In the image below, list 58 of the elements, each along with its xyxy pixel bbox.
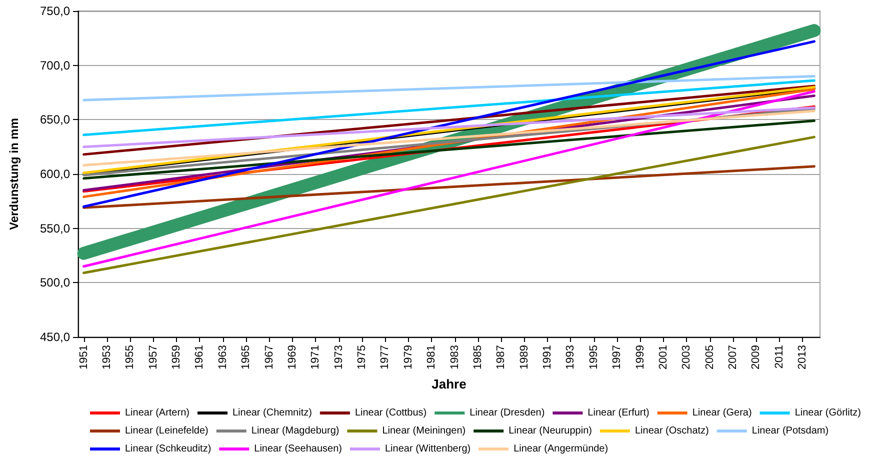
y-tick-label: 600,0	[40, 167, 70, 181]
x-tick-label: 1981	[426, 345, 438, 370]
x-tick-label: 1951	[78, 345, 90, 370]
legend-label: Linear (Neuruppin)	[508, 426, 592, 436]
x-tick-label: 2009	[750, 345, 762, 370]
y-tick-label: 500,0	[40, 276, 70, 290]
x-tick-label: 1959	[170, 345, 183, 370]
x-tick-label: 2011	[773, 345, 786, 369]
legend-label: Linear (Wittenberg)	[384, 444, 471, 454]
legend-label: Linear (Artern)	[125, 408, 190, 418]
x-tick-label: 2005	[704, 345, 716, 370]
x-tick-label: 1961	[194, 345, 206, 370]
x-tick-label: 2001	[657, 345, 670, 370]
x-tick-label: 2007	[727, 345, 740, 370]
x-tick-label: 1989	[518, 345, 530, 370]
x-tick-label: 1965	[240, 345, 252, 370]
x-tick-label: 2003	[680, 345, 693, 370]
x-tick-label: 1955	[124, 345, 136, 370]
x-tick-label: 1953	[100, 345, 113, 370]
legend-label: Linear (Leinefelde)	[125, 426, 208, 436]
x-tick-label: 2013	[796, 345, 809, 370]
y-tick-label: 700,0	[40, 58, 70, 72]
legend-label: Linear (Meiningen)	[382, 426, 466, 436]
x-tick-label: 1977	[379, 345, 392, 370]
x-axis-title: Jahre	[432, 376, 466, 392]
legend-label: Linear (Potsdam)	[752, 426, 829, 436]
x-tick-label: 1975	[356, 345, 368, 370]
x-tick-label: 1967	[263, 345, 276, 370]
y-tick-label: 650,0	[40, 112, 70, 127]
legend-label: Linear (Görlitz)	[794, 408, 861, 418]
legend-label: Linear (Gera)	[692, 408, 752, 418]
legend-label: Linear (Oschatz)	[634, 426, 709, 436]
y-tick-label: 450,0	[40, 330, 70, 344]
legend-label: Linear (Schkeuditz)	[125, 444, 212, 454]
x-tick-label: 1983	[448, 345, 461, 370]
x-tick-label: 1999	[634, 345, 646, 370]
y-axis-title: Verdunstung in mm	[7, 118, 21, 230]
legend-label: Linear (Cottbus)	[354, 408, 427, 418]
y-tick-label: 550,0	[40, 221, 70, 236]
x-tick-label: 1985	[472, 345, 484, 370]
x-tick-label: 1995	[588, 345, 600, 370]
y-tick-label: 750,0	[40, 4, 70, 18]
x-tick-label: 1963	[216, 345, 229, 370]
x-tick-label: 1971	[310, 345, 322, 370]
legend-label: Linear (Erfurt)	[588, 408, 650, 418]
x-tick-label: 1993	[564, 345, 577, 370]
legend-label: Linear (Chemnitz)	[232, 408, 312, 418]
x-tick-label: 1979	[402, 345, 414, 370]
x-tick-label: 1969	[286, 345, 298, 370]
x-tick-label: 1997	[611, 345, 624, 370]
legend-label: Linear (Seehausen)	[254, 444, 342, 454]
x-tick-label: 1991	[542, 345, 554, 370]
x-tick-label: 1987	[495, 345, 508, 370]
legend-label: Linear (Magdeburg)	[251, 426, 340, 436]
legend-label: Linear (Angermünde)	[514, 444, 608, 454]
x-tick-label: 1957	[147, 345, 160, 370]
x-tick-label: 1973	[332, 345, 345, 370]
legend-label: Linear (Dresden)	[470, 408, 545, 418]
